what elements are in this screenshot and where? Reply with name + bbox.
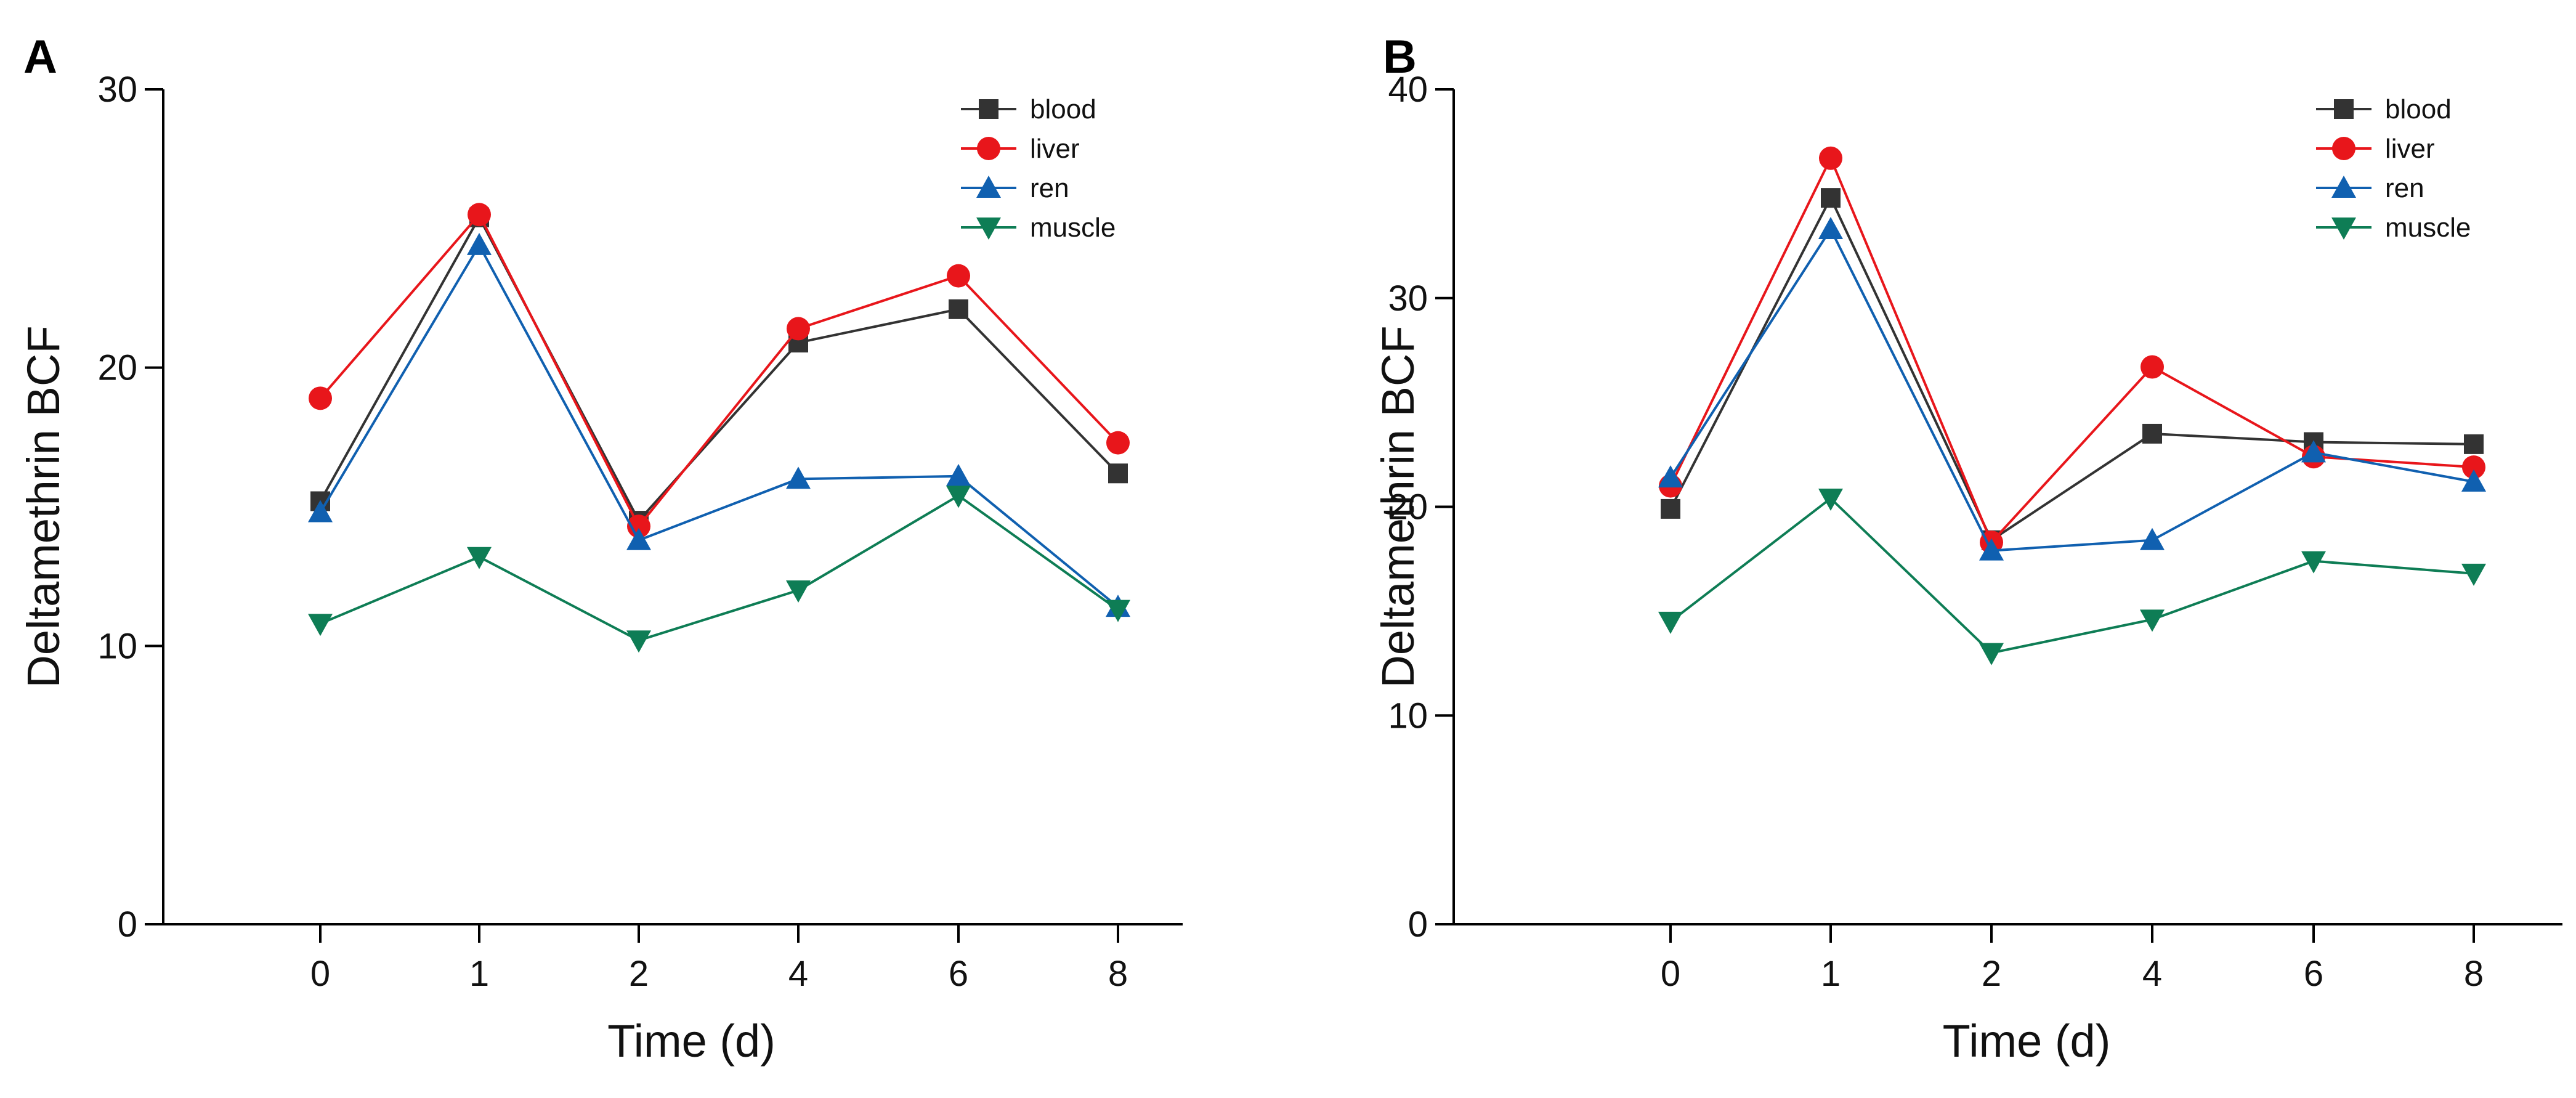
data-point-ren xyxy=(786,466,811,489)
y-tick-label: 20 xyxy=(97,348,137,388)
data-point-muscle xyxy=(786,580,811,603)
data-point-ren xyxy=(626,527,651,550)
legend-marker xyxy=(976,176,1001,198)
data-point-ren xyxy=(1979,538,2004,561)
y-tick-label: 40 xyxy=(1388,70,1428,110)
legend-entry-blood: blood xyxy=(1030,94,1096,124)
data-point-liver xyxy=(309,386,332,410)
x-tick-label: 4 xyxy=(2142,954,2162,994)
series-line-liver xyxy=(319,212,1119,529)
legend: blood liver ren muscle xyxy=(2316,94,2471,243)
x-axis-title: Time (d) xyxy=(607,1015,776,1067)
data-point-ren xyxy=(946,463,971,486)
data-point-liver xyxy=(947,264,970,288)
x-tick-label: 1 xyxy=(1821,954,1841,994)
data-point-ren xyxy=(308,500,333,523)
data-point-liver xyxy=(787,317,810,341)
data-point-muscle xyxy=(1818,488,1843,511)
data-point-muscle xyxy=(946,486,971,508)
data-point-blood xyxy=(1821,188,1841,208)
legend-entry-muscle: muscle xyxy=(2385,213,2471,243)
panel-a: A 0 10 20 30 0 1 2 4 6 8 Time (d) Deltamethrin BCF bl… xyxy=(18,31,1183,1067)
data-point-ren xyxy=(1658,465,1683,488)
x-tick-label: 6 xyxy=(2304,954,2323,994)
panel-label: B xyxy=(1383,31,1417,83)
data-point-muscle xyxy=(2461,563,2486,586)
data-point-muscle xyxy=(1979,643,2004,665)
x-tick-label: 6 xyxy=(949,954,968,994)
legend-marker xyxy=(2331,176,2356,198)
data-point-ren xyxy=(2140,527,2165,550)
panel-b: B 0 10 20 30 40 0 1 2 4 6 8 Time (d) Deltamethrin BCF… xyxy=(1372,31,2562,1067)
y-tick-label: 10 xyxy=(97,626,137,666)
x-tick-label: 2 xyxy=(1982,954,2001,994)
data-point-muscle xyxy=(467,547,492,569)
data-point-liver xyxy=(1819,146,1842,170)
data-point-blood xyxy=(2142,423,2162,444)
legend-marker xyxy=(979,99,998,119)
data-point-ren xyxy=(2461,469,2486,492)
data-point-liver xyxy=(1106,431,1130,455)
legend: blood liver ren muscle xyxy=(961,94,1116,243)
legend-marker xyxy=(2331,218,2356,240)
data-point-muscle xyxy=(1658,611,1683,634)
legend-entry-liver: liver xyxy=(2385,134,2435,164)
data-point-blood xyxy=(949,299,968,319)
panel-label: A xyxy=(23,31,57,83)
x-tick-label: 0 xyxy=(1661,954,1680,994)
data-point-liver xyxy=(2141,355,2164,379)
series-line-muscle xyxy=(320,494,1119,642)
legend-entry-liver: liver xyxy=(1030,134,1080,164)
x-tick-label: 8 xyxy=(1108,954,1128,994)
data-point-liver xyxy=(627,514,650,539)
data-point-muscle xyxy=(2140,609,2165,632)
x-tick-label: 2 xyxy=(629,954,649,994)
y-tick-label: 30 xyxy=(97,70,137,110)
y-axis-title: Deltamethrin BCF xyxy=(18,325,69,688)
legend-marker xyxy=(977,137,1000,160)
legend-marker xyxy=(976,218,1001,240)
y-tick-label: 0 xyxy=(1408,905,1428,945)
legend-marker xyxy=(2334,99,2354,119)
series-line-blood xyxy=(1669,195,2474,542)
data-point-muscle xyxy=(308,614,333,636)
y-tick-label: 0 xyxy=(118,905,137,945)
data-point-ren xyxy=(1818,216,1843,239)
y-tick-label: 10 xyxy=(1388,696,1428,736)
data-point-blood xyxy=(1661,498,1680,519)
data-point-muscle xyxy=(1106,600,1130,622)
series-line-liver xyxy=(1669,155,2474,545)
legend-entry-muscle: muscle xyxy=(1030,213,1116,243)
y-tick-label: 30 xyxy=(1388,279,1428,319)
x-tick-label: 8 xyxy=(2464,954,2484,994)
data-point-blood xyxy=(1108,463,1128,484)
data-point-muscle xyxy=(2301,551,2326,574)
series-line-muscle xyxy=(1669,497,2474,654)
legend-entry-ren: ren xyxy=(2385,173,2424,203)
legend-entry-ren: ren xyxy=(1030,173,1069,203)
y-axis-title: Deltamethrin BCF xyxy=(1372,325,1424,688)
x-axis-title: Time (d) xyxy=(1943,1015,2111,1067)
legend-marker xyxy=(2332,137,2355,160)
data-point-muscle xyxy=(626,630,651,653)
y-tick-label: 20 xyxy=(1388,487,1428,527)
data-point-blood xyxy=(2464,434,2484,454)
series-line-blood xyxy=(319,214,1119,523)
data-point-ren xyxy=(467,232,492,255)
series-line-ren xyxy=(319,242,1119,608)
legend-entry-blood: blood xyxy=(2385,94,2452,124)
x-tick-label: 4 xyxy=(788,954,808,994)
data-point-liver xyxy=(468,203,491,227)
series-line-ren xyxy=(1669,226,2474,552)
data-point-ren xyxy=(2301,440,2326,463)
data-point-liver xyxy=(2462,455,2485,479)
x-tick-label: 1 xyxy=(469,954,489,994)
x-tick-label: 0 xyxy=(310,954,330,994)
